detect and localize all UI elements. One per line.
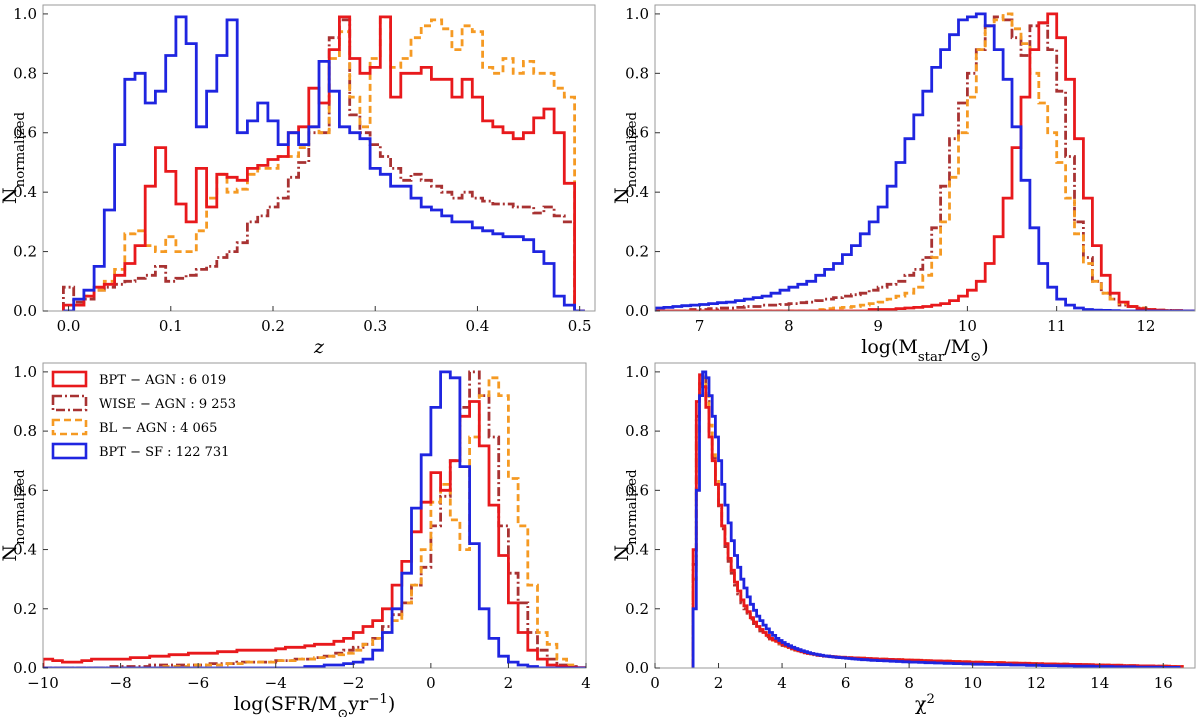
y-axis-label: Nnormalized [0, 469, 28, 561]
axes-frame [42, 4, 596, 312]
y-tick-label: 0.8 [625, 64, 649, 82]
axes-frame [42, 362, 587, 669]
series-bpt-sf [691, 370, 1181, 668]
y-tick-label: 1.0 [625, 5, 649, 23]
y-tick-label: 0.0 [13, 659, 37, 677]
x-tick-label: 0 [650, 674, 660, 692]
x-tick-label: −2 [342, 674, 364, 692]
y-tick-label: 0.6 [13, 124, 37, 142]
y-tick-label: 0.8 [13, 64, 37, 82]
panel-redshift: 0.0 0.1 0.2 0.3 0.4 0.5 0.0 0.2 0.4 0.6 0.8 1.0 Nnor… [0, 4, 596, 358]
x-tick-label: −6 [187, 674, 209, 692]
y-tick-label: 0.0 [13, 302, 37, 320]
legend-label: BL − AGN : 4 065 [99, 421, 217, 436]
y-tick-label: 1.0 [625, 363, 649, 381]
axes-frame [654, 362, 1196, 669]
x-tick-label: 10 [963, 674, 982, 692]
series-bpt-agn [691, 373, 1184, 668]
x-tick-label: 12 [1027, 674, 1046, 692]
y-tick-label: 0.6 [13, 481, 37, 499]
x-axis-label: log(SFR/M⊙yr−1) [234, 692, 395, 717]
legend-label: BPT − SF : 122 731 [99, 445, 229, 460]
x-tick-label: 2 [714, 674, 724, 692]
legend: BPT − AGN : 6 019 WISE − AGN : 9 253 BL − … [48, 368, 248, 468]
series-bpt-sf [43, 370, 586, 668]
plot-area [691, 370, 1184, 668]
y-tick-label: 0.2 [13, 600, 37, 618]
x-tick-label: 8 [784, 317, 794, 335]
plot-area [43, 370, 586, 668]
y-tick-label: 0.4 [625, 541, 649, 559]
x-tick-label: 10 [958, 317, 977, 335]
panel-sfr: −10 −8 −6 −4 −2 0 2 4 0.0 0.2 0.4 0.6 0.8 1.0 Nnormali… [0, 362, 591, 717]
y-axis-label: Nnormalized [611, 469, 640, 561]
y-tick-label: 0.2 [625, 600, 649, 618]
series-bpt-sf [63, 15, 585, 311]
y-tick-label: 0.2 [13, 243, 37, 261]
y-tick-label: 0.6 [625, 481, 649, 499]
x-tick-label: 0.4 [466, 317, 490, 335]
y-tick-label: 0.6 [625, 124, 649, 142]
x-tick-label: 0.1 [159, 317, 183, 335]
y-tick-label: 0.4 [13, 541, 37, 559]
x-tick-label: 11 [1047, 317, 1066, 335]
x-tick-label: 0.3 [363, 317, 387, 335]
x-tick-label: 0 [426, 674, 436, 692]
y-tick-label: 0.4 [625, 183, 649, 201]
plot-area [62, 15, 585, 311]
legend-label: WISE − AGN : 9 253 [99, 397, 236, 412]
plot-area [655, 12, 1195, 311]
y-tick-label: 0.8 [625, 422, 649, 440]
x-tick-label: 4 [581, 674, 591, 692]
x-tick-label: 12 [1136, 317, 1155, 335]
x-tick-label: 8 [904, 674, 914, 692]
x-tick-label: 14 [1090, 674, 1109, 692]
series-bpt-agn [43, 400, 586, 668]
y-tick-label: 0.2 [625, 243, 649, 261]
legend-swatch-wise-agn [51, 394, 88, 412]
y-axis-label: Nnormalized [0, 112, 28, 204]
x-tick-label: 16 [1154, 674, 1173, 692]
series-bpt-agn [655, 12, 1195, 311]
y-tick-label: 0.4 [13, 183, 37, 201]
x-tick-label: 9 [873, 317, 883, 335]
x-axis-label: χ2 [915, 692, 935, 716]
series-bl-agn [655, 12, 1195, 311]
series-bl-agn [43, 376, 586, 668]
x-axis-label: log(Mstar/M⊙) [861, 336, 988, 365]
legend-swatch-bpt-agn [51, 370, 88, 388]
legend-label: BPT − AGN : 6 019 [99, 373, 226, 388]
axes-frame [654, 4, 1196, 312]
legend-swatch-bpt-sf [51, 442, 88, 460]
x-tick-label: 0.0 [57, 317, 81, 335]
series-wise-agn [655, 15, 1195, 311]
y-tick-label: 0.8 [13, 422, 37, 440]
y-tick-label: 0.0 [625, 302, 649, 320]
panel-stellar-mass: 7 8 9 10 11 12 0.0 0.2 0.4 0.6 0.8 1.0 Nnormalized lo… [611, 4, 1196, 365]
y-tick-label: 1.0 [13, 363, 37, 381]
x-tick-label: 0.2 [261, 317, 285, 335]
x-tick-label: 4 [777, 674, 787, 692]
x-tick-label: 2 [504, 674, 514, 692]
panel-chi-square: 0 2 4 6 8 10 12 14 16 0.0 0.2 0.4 0.6 0.8 1.0 Nnormaliz… [611, 362, 1196, 716]
series-bpt-sf [655, 12, 1195, 311]
y-tick-label: 0.0 [625, 659, 649, 677]
legend-swatch-bl-agn [51, 418, 88, 436]
x-tick-label: −8 [110, 674, 132, 692]
series-wise-agn [62, 18, 585, 311]
x-tick-label: 7 [695, 317, 705, 335]
x-tick-label: 6 [841, 674, 851, 692]
y-tick-label: 1.0 [13, 5, 37, 23]
x-tick-label: 0.5 [568, 317, 592, 335]
x-tick-label: −10 [27, 674, 59, 692]
x-axis-label: z [313, 336, 325, 358]
y-axis-label: Nnormalized [611, 112, 640, 204]
x-tick-label: −4 [265, 674, 287, 692]
